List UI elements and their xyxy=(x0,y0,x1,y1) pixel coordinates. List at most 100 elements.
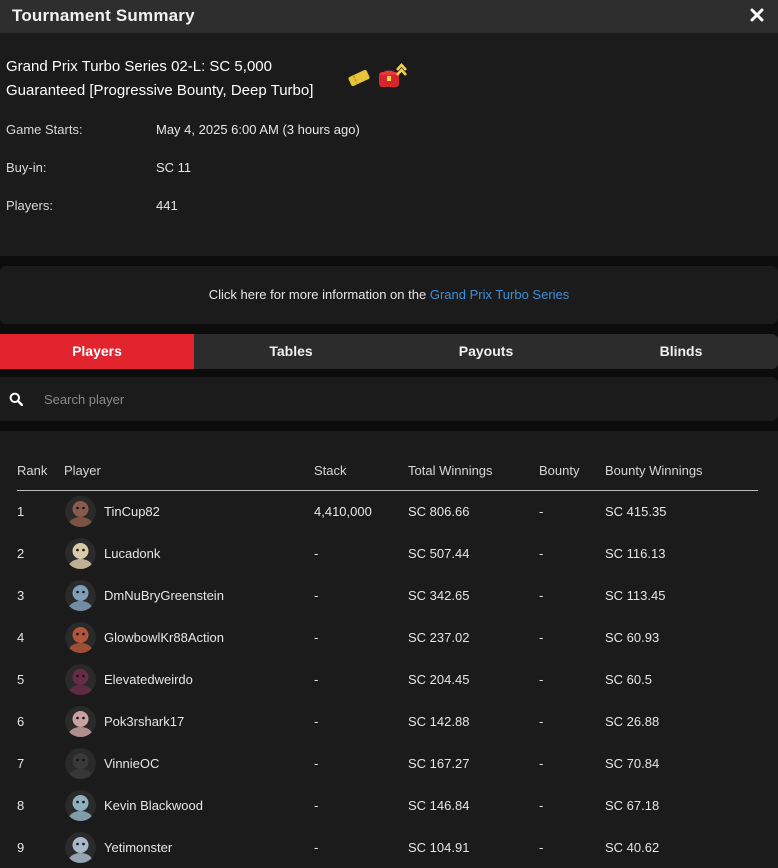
player-avatar xyxy=(65,580,96,611)
players-table: Rank Player Stack Total Winnings Bounty … xyxy=(0,431,778,868)
bounty-winnings-cell: SC 40.62 xyxy=(605,840,660,855)
bounty-winnings-cell: SC 67.18 xyxy=(605,798,660,813)
table-row[interactable]: 6 Pok3rshark17 - SC 142.88 - SC 26.88 xyxy=(0,701,778,743)
bounty-cell: - xyxy=(539,504,544,519)
tournament-info-panel: Grand Prix Turbo Series 02-L: SC 5,000 G… xyxy=(0,33,778,256)
rank-cell: 8 xyxy=(17,798,25,813)
table-row[interactable]: 7 VinnieOC - SC 167.27 - SC 70.84 xyxy=(0,743,778,785)
bounty-winnings-cell: SC 116.13 xyxy=(605,546,666,561)
column-header-rank[interactable]: Rank xyxy=(17,463,48,478)
search-input[interactable] xyxy=(44,387,744,411)
tab-blinds[interactable]: Blinds xyxy=(659,343,703,359)
detail-label: Buy-in: xyxy=(6,160,47,175)
rank-cell: 2 xyxy=(17,546,25,561)
more-info-banner: Click here for more information on the G… xyxy=(0,266,778,324)
stack-cell: - xyxy=(314,840,319,855)
stack-cell: - xyxy=(314,630,319,645)
window-title: Tournament Summary xyxy=(12,6,195,25)
rank-cell: 3 xyxy=(17,588,25,603)
total-winnings-cell: SC 142.88 xyxy=(408,714,470,729)
search-bar xyxy=(0,377,778,421)
more-info-text: Click here for more information on the G… xyxy=(0,287,778,302)
player-avatar xyxy=(65,538,96,569)
total-winnings-cell: SC 507.44 xyxy=(408,546,470,561)
column-header-bounty-winnings[interactable]: Bounty Winnings xyxy=(605,463,703,478)
table-row[interactable]: 3 DmNuBryGreenstein - SC 342.65 - SC 113.45 xyxy=(0,575,778,617)
player-name[interactable]: DmNuBryGreenstein xyxy=(104,588,224,603)
detail-value: SC 11 xyxy=(156,160,192,175)
stack-cell: - xyxy=(314,672,319,687)
rank-cell: 7 xyxy=(17,756,25,771)
tab-players[interactable]: Players xyxy=(0,334,194,369)
player-name[interactable]: TinCup82 xyxy=(104,504,160,519)
player-name[interactable]: Yetimonster xyxy=(104,840,173,855)
table-row[interactable]: 1 TinCup82 4,410,000 SC 806.66 - SC 415.35 xyxy=(0,491,778,533)
detail-value: 441 xyxy=(156,198,178,213)
stack-cell: 4,410,000 xyxy=(314,504,372,519)
column-header-stack[interactable]: Stack xyxy=(314,463,347,478)
close-icon[interactable] xyxy=(750,8,764,22)
table-row[interactable]: 8 Kevin Blackwood - SC 146.84 - SC 67.18 xyxy=(0,785,778,827)
table-header: Rank Player Stack Total Winnings Bounty … xyxy=(17,431,758,491)
bounty-winnings-cell: SC 415.35 xyxy=(605,504,667,519)
player-avatar xyxy=(65,496,96,527)
bounty-cell: - xyxy=(539,630,544,645)
bounty-cell: - xyxy=(539,672,544,687)
rank-cell: 9 xyxy=(17,840,25,855)
player-avatar xyxy=(65,748,96,779)
player-name[interactable]: Pok3rshark17 xyxy=(104,714,185,729)
table-row[interactable]: 4 GlowbowlKr88Action - SC 237.02 - SC 60.93 xyxy=(0,617,778,659)
total-winnings-cell: SC 167.27 xyxy=(408,756,470,771)
stack-cell: - xyxy=(314,588,319,603)
total-winnings-cell: SC 204.45 xyxy=(408,672,470,687)
total-winnings-cell: SC 806.66 xyxy=(408,504,470,519)
tournament-badges xyxy=(346,61,410,91)
column-header-bounty[interactable]: Bounty xyxy=(539,463,580,478)
table-row[interactable]: 5 Elevatedweirdo - SC 204.45 - SC 60.5 xyxy=(0,659,778,701)
rank-cell: 6 xyxy=(17,714,25,729)
player-avatar xyxy=(65,790,96,821)
stack-cell: - xyxy=(314,756,319,771)
player-name[interactable]: Elevatedweirdo xyxy=(104,672,193,687)
detail-label: Game Starts: xyxy=(6,122,83,137)
player-avatar xyxy=(65,832,96,863)
bounty-cell: - xyxy=(539,588,544,603)
bounty-cell: - xyxy=(539,756,544,771)
tournament-name: Grand Prix Turbo Series 02-L: SC 5,000 G… xyxy=(6,58,314,99)
bounty-cell: - xyxy=(539,798,544,813)
stack-cell: - xyxy=(314,714,319,729)
tab-payouts[interactable]: Payouts xyxy=(458,343,514,359)
total-winnings-cell: SC 237.02 xyxy=(408,630,470,645)
table-row[interactable]: 2 Lucadonk - SC 507.44 - SC 116.13 xyxy=(0,533,778,575)
search-icon xyxy=(9,392,23,406)
player-name[interactable]: Kevin Blackwood xyxy=(104,798,203,813)
bounty-winnings-cell: SC 70.84 xyxy=(605,756,660,771)
tab-bar: Players Tables Payouts Blinds xyxy=(0,334,778,369)
table-row[interactable]: 9 Yetimonster - SC 104.91 - SC 40.62 xyxy=(0,827,778,868)
total-winnings-cell: SC 146.84 xyxy=(408,798,470,813)
player-name[interactable]: VinnieOC xyxy=(104,756,160,771)
player-avatar xyxy=(65,706,96,737)
column-header-player[interactable]: Player xyxy=(64,463,101,478)
bounty-winnings-cell: SC 26.88 xyxy=(605,714,660,729)
stack-cell: - xyxy=(314,798,319,813)
bounty-chest-icon xyxy=(379,63,407,87)
bounty-cell: - xyxy=(539,714,544,729)
series-link[interactable]: Grand Prix Turbo Series xyxy=(429,287,570,302)
rank-cell: 5 xyxy=(17,672,25,687)
player-name[interactable]: GlowbowlKr88Action xyxy=(104,630,224,645)
more-info-prefix: Click here for more information on the xyxy=(208,287,430,302)
detail-label: Players: xyxy=(6,198,53,213)
rank-cell: 1 xyxy=(17,504,25,519)
total-winnings-cell: SC 104.91 xyxy=(408,840,470,855)
player-name[interactable]: Lucadonk xyxy=(104,546,161,561)
bounty-winnings-cell: SC 113.45 xyxy=(605,588,666,603)
column-header-total-winnings[interactable]: Total Winnings xyxy=(408,463,493,478)
total-winnings-cell: SC 342.65 xyxy=(408,588,470,603)
bounty-winnings-cell: SC 60.5 xyxy=(605,672,652,687)
detail-value: May 4, 2025 6:00 AM (3 hours ago) xyxy=(156,122,360,137)
bounty-winnings-cell: SC 60.93 xyxy=(605,630,660,645)
player-avatar xyxy=(65,664,96,695)
title-bar: Tournament Summary xyxy=(0,0,778,33)
tab-tables[interactable]: Tables xyxy=(269,343,313,359)
